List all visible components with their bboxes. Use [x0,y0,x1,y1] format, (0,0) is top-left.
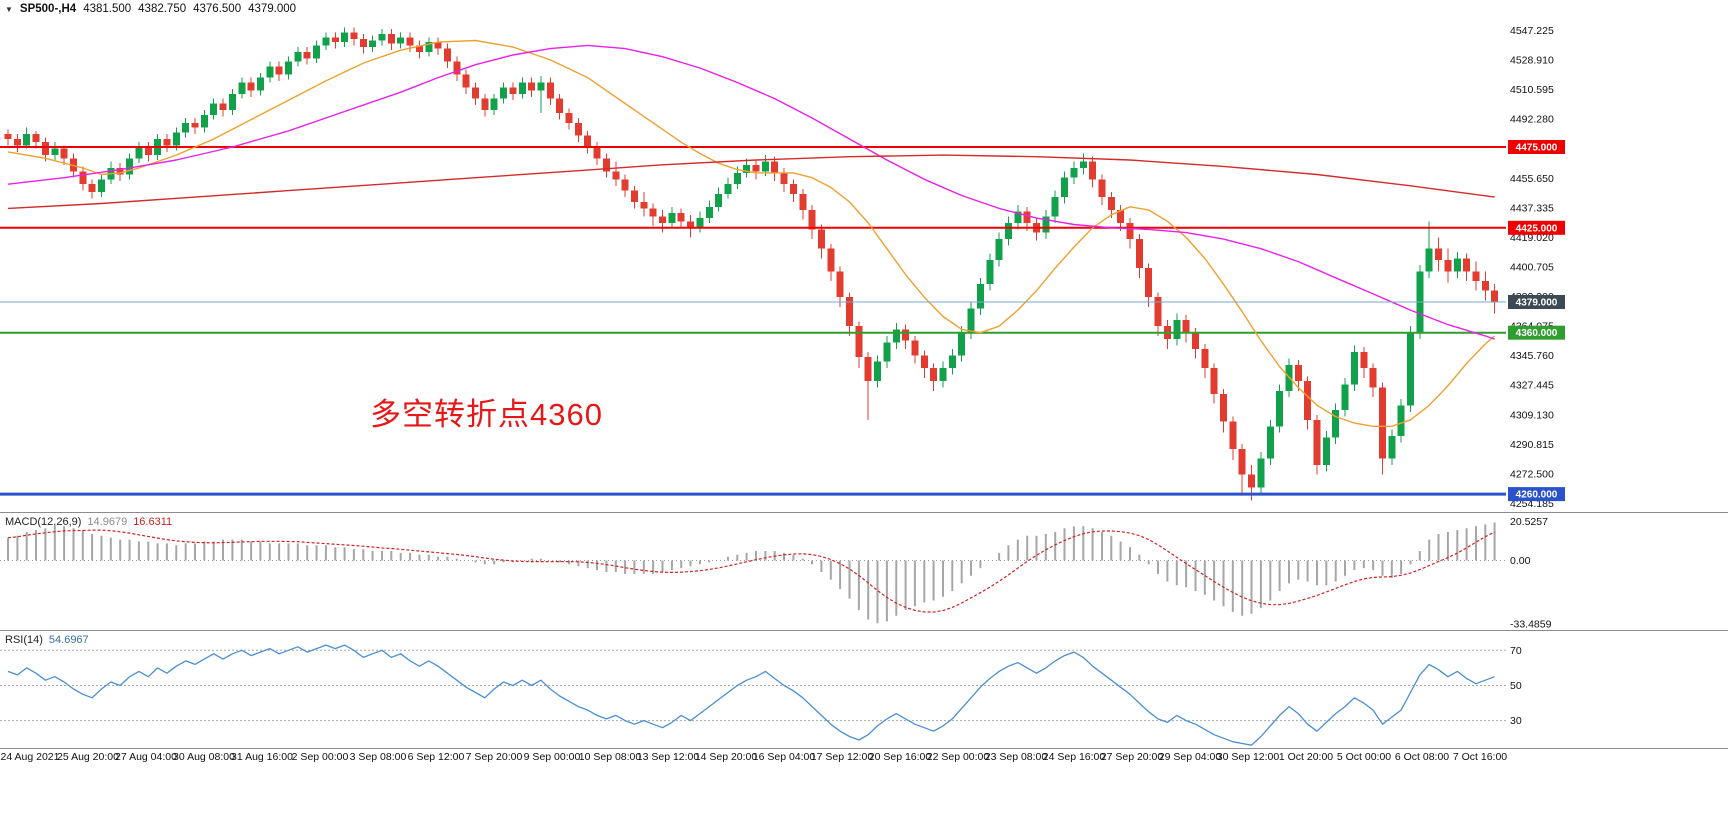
svg-text:0.00: 0.00 [1510,555,1531,567]
rsi-indicator-label: RSI(14) 54.6967 [5,634,89,646]
svg-text:4528.910: 4528.910 [1510,55,1554,67]
chart-annotation-text[interactable]: 多空转折点4360 [370,397,603,432]
svg-text:4547.225: 4547.225 [1510,25,1554,37]
macd-signal-value: 16.6311 [133,516,173,528]
time-label: 7 Oct 16:00 [1452,751,1508,763]
time-label: 27 Aug 04:00 [115,751,177,763]
time-label: 20 Sep 16:00 [868,751,932,763]
svg-text:4419.020: 4419.020 [1510,232,1554,244]
svg-text:-33.4859: -33.4859 [1510,619,1552,629]
svg-text:4425.000: 4425.000 [1516,223,1558,234]
svg-text:20.5257: 20.5257 [1510,516,1548,528]
price-badge-4360.000: 4360.000 [1508,325,1565,340]
candlestick-series [4,27,1499,501]
price-chart-canvas[interactable]: 4547.225 4528.910 4510.595 4492.280 4455.650… [0,0,1728,512]
price-badge-4260.000: 4260.000 [1508,487,1565,502]
svg-text:4309.130: 4309.130 [1510,409,1554,421]
time-label: 29 Sep 04:00 [1158,751,1222,763]
svg-text:4327.445: 4327.445 [1510,380,1554,392]
svg-text:4510.595: 4510.595 [1510,84,1554,96]
time-label: 10 Sep 08:00 [578,751,642,763]
macd-main-value: 14.9679 [87,516,128,528]
macd-indicator-label: MACD(12,26,9) 14.9679 16.6311 [5,516,172,528]
time-label: 2 Sep 00:00 [291,751,349,763]
svg-text:4360.000: 4360.000 [1516,328,1558,339]
macd-name: MACD(12,26,9) [5,516,82,528]
time-label: 27 Sep 20:00 [1100,751,1164,763]
panel-separator[interactable] [0,512,1728,513]
rsi-value: 54.6967 [48,634,89,646]
price-badge-4425.000: 4425.000 [1508,220,1565,235]
macd-canvas[interactable]: 20.5257 0.00 -33.4859 [0,513,1728,629]
panel-separator [0,748,1728,749]
svg-text:4437.335: 4437.335 [1510,202,1554,214]
panel-separator[interactable] [0,630,1728,631]
time-label: 9 Sep 00:00 [523,751,581,763]
time-label: 17 Sep 12:00 [810,751,874,763]
time-label: 3 Sep 08:00 [349,751,407,763]
svg-text:4492.280: 4492.280 [1510,114,1554,126]
time-label: 6 Oct 08:00 [1394,751,1450,763]
svg-text:4379.000: 4379.000 [1516,298,1558,309]
time-label: 30 Sep 12:00 [1216,751,1280,763]
time-label: 22 Sep 00:00 [926,751,990,763]
time-label: 13 Sep 12:00 [636,751,700,763]
svg-text:4272.500: 4272.500 [1510,468,1554,480]
time-label: 6 Sep 12:00 [407,751,465,763]
time-label: 23 Sep 08:00 [984,751,1048,763]
svg-text:4455.650: 4455.650 [1510,173,1554,185]
svg-text:70: 70 [1510,645,1522,657]
time-label: 7 Sep 20:00 [465,751,523,763]
svg-text:50: 50 [1510,680,1522,692]
rsi-line [7,644,1495,746]
svg-text:4400.705: 4400.705 [1510,262,1554,274]
time-label: 31 Aug 16:00 [231,751,293,763]
svg-text:4260.000: 4260.000 [1516,490,1558,501]
ohlc-close-value: 4379.000 [248,3,297,15]
price-badge-4379.000: 4379.000 [1508,295,1565,309]
symbol-timeframe-label: SP500-,H4 [19,3,77,15]
time-label: 1 Oct 20:00 [1278,751,1334,763]
macd-y-axis[interactable]: 20.5257 0.00 -33.4859 [1510,516,1552,629]
svg-text:4345.760: 4345.760 [1510,350,1554,362]
time-axis[interactable]: 24 Aug 2021 25 Aug 20:00 27 Aug 04:00 30 Au… [0,751,1728,767]
time-label: 5 Oct 00:00 [1336,751,1392,763]
medium-ma-line [7,44,1495,340]
fast-ma-line [7,39,1496,427]
price-y-axis[interactable]: 4547.225 4528.910 4510.595 4492.280 4455.650… [1510,25,1554,510]
rsi-name: RSI(14) [5,634,43,646]
ohlc-open-value: 4381.500 [83,3,132,15]
time-label: 14 Sep 20:00 [694,751,758,763]
time-label: 25 Aug 20:00 [57,751,119,763]
slow-ma-line [7,154,1495,210]
price-badge-4475.000: 4475.000 [1508,140,1565,154]
svg-text:4475.000: 4475.000 [1516,143,1558,154]
symbol-header: ▼ SP500-,H4 4381.500 4382.750 4376.500 4… [5,3,296,15]
macd-signal-line [7,529,1495,613]
time-label: 30 Aug 08:00 [173,751,235,763]
svg-text:30: 30 [1510,715,1522,727]
svg-text:4290.815: 4290.815 [1510,439,1554,451]
ohlc-high-value: 4382.750 [138,3,187,15]
time-label: 16 Sep 04:00 [752,751,816,763]
time-label: 24 Aug 2021 [0,751,60,763]
rsi-canvas[interactable]: 70 50 30 [0,631,1728,747]
chevron-down-icon[interactable]: ▼ [5,4,13,14]
macd-histogram [7,522,1496,624]
ohlc-low-value: 4376.500 [193,3,242,15]
time-label: 24 Sep 16:00 [1042,751,1106,763]
